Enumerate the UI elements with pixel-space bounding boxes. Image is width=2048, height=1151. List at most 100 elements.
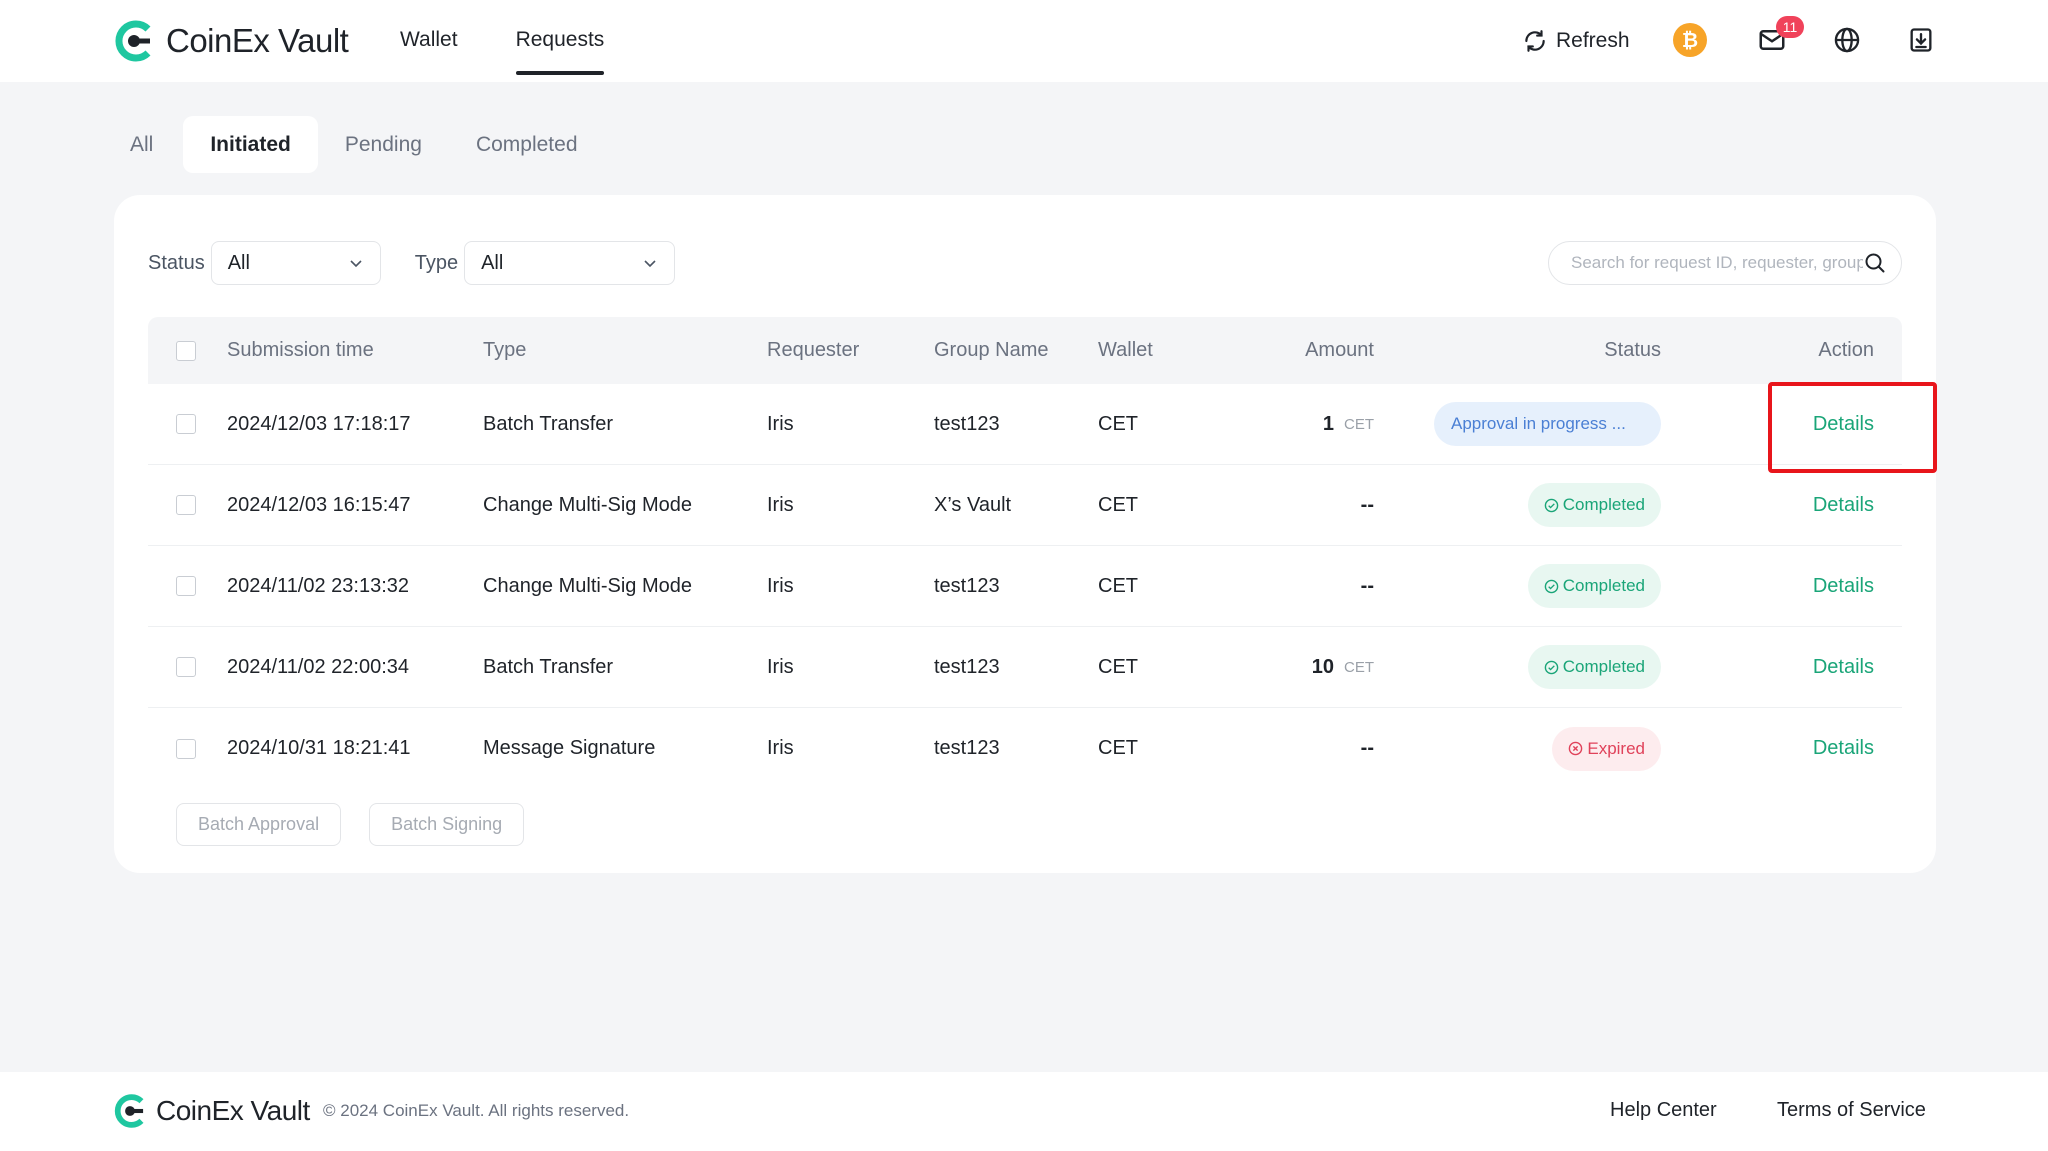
top-header: CoinEx Vault Wallet Requests Refresh ₿ 1… xyxy=(0,0,2048,82)
status: Expired xyxy=(1552,708,1661,789)
submission-time: 2024/12/03 17:18:17 xyxy=(227,412,411,435)
bitcoin-button[interactable]: ₿ xyxy=(1672,22,1708,58)
col-wallet: Wallet xyxy=(1098,339,1153,361)
requester: Iris xyxy=(767,574,794,597)
language-button[interactable] xyxy=(1829,22,1865,58)
group-name: test123 xyxy=(934,574,1000,597)
search-input[interactable] xyxy=(1571,253,1863,273)
svg-text:₿: ₿ xyxy=(1682,28,1698,52)
amount: 10 CET xyxy=(1312,627,1374,707)
requester: Iris xyxy=(767,655,794,678)
col-requester: Requester xyxy=(767,339,860,361)
nav-requests[interactable]: Requests xyxy=(515,0,604,82)
col-action: Action xyxy=(1818,339,1874,361)
tab-initiated[interactable]: Initiated xyxy=(183,116,318,173)
status: Completed xyxy=(1527,627,1661,707)
check-circle-icon xyxy=(1544,498,1559,512)
row-checkbox[interactable] xyxy=(176,414,196,434)
details-link[interactable]: Details xyxy=(1812,655,1874,678)
details-link[interactable]: Details xyxy=(1812,737,1874,759)
amount-value: -- xyxy=(1360,737,1374,759)
group-name: test123 xyxy=(934,737,1000,759)
coinex-logo-icon xyxy=(115,20,151,62)
row-checkbox[interactable] xyxy=(176,495,196,515)
footer: CoinEx Vault © 2024 CoinEx Vault. All ri… xyxy=(0,1072,2048,1151)
col-amount: Amount xyxy=(1305,339,1374,361)
row-checkbox[interactable] xyxy=(176,576,196,596)
status-text: Expired xyxy=(1587,738,1645,758)
mail-icon xyxy=(1759,30,1785,50)
messages-button[interactable]: 11 xyxy=(1754,16,1804,58)
status-filter-label: Status xyxy=(148,251,205,274)
batch-signing-button[interactable]: Batch Signing xyxy=(369,803,525,846)
row-checkbox[interactable] xyxy=(176,657,196,677)
tab-completed[interactable]: Completed xyxy=(475,133,578,156)
type-filter-select[interactable]: All xyxy=(464,241,676,285)
footer-brand-name: CoinEx Vault xyxy=(156,1095,310,1126)
status: Completed xyxy=(1527,465,1661,545)
wallet: CET xyxy=(1098,493,1138,516)
wallet: CET xyxy=(1098,574,1138,597)
submission-time: 2024/11/02 23:13:32 xyxy=(227,574,410,597)
help-center-link[interactable]: Help Center xyxy=(1610,1099,1717,1121)
refresh-icon xyxy=(1525,30,1545,52)
details-link[interactable]: Details xyxy=(1812,493,1874,516)
check-circle-icon xyxy=(1544,660,1559,674)
status-filter-select[interactable]: All xyxy=(210,241,381,285)
amount: -- xyxy=(1361,708,1374,789)
request-type: Batch Transfer xyxy=(483,412,614,435)
nav-wallet[interactable]: Wallet xyxy=(400,28,458,51)
x-circle-icon xyxy=(1569,741,1583,756)
status: Approval in progress ... xyxy=(1434,384,1661,464)
amount-unit: CET xyxy=(1344,415,1374,433)
table-row: 2024/12/03 16:15:47 Change Multi-Sig Mod… xyxy=(148,465,1902,546)
request-type: Message Signature xyxy=(483,737,656,759)
coinex-vault-logo[interactable]: CoinEx Vault xyxy=(112,18,349,64)
batch-approval-button[interactable]: Batch Approval xyxy=(176,803,342,846)
search-icon[interactable] xyxy=(1863,251,1887,275)
status: Completed xyxy=(1527,546,1661,626)
refresh-button[interactable]: Refresh xyxy=(1522,24,1630,58)
main-nav: Wallet Requests xyxy=(400,0,662,82)
group-name: test123 xyxy=(934,655,1000,678)
chevron-down-icon xyxy=(644,260,656,268)
footer-logo[interactable]: CoinEx Vault xyxy=(112,1092,310,1130)
brand-name: CoinEx Vault xyxy=(166,22,349,59)
tab-all[interactable]: All xyxy=(130,133,154,156)
status-text: Completed xyxy=(1562,657,1645,676)
status-badge: Completed xyxy=(1527,564,1661,608)
type-filter-label: Type xyxy=(414,251,459,274)
row-checkbox[interactable] xyxy=(176,738,196,759)
wallet: CET xyxy=(1098,737,1138,759)
download-button[interactable] xyxy=(1903,22,1939,58)
table-row: 2024/11/02 22:00:34 Batch Transfer Iris … xyxy=(148,627,1902,708)
group-name: test123 xyxy=(934,412,1000,435)
table-header: Submission time Type Requester Group Nam… xyxy=(148,317,1902,384)
status-text: Approval in progress ... xyxy=(1451,414,1626,433)
copyright-text: © 2024 CoinEx Vault. All rights reserved… xyxy=(323,1101,630,1120)
wallet: CET xyxy=(1098,655,1138,678)
globe-icon xyxy=(1834,27,1860,53)
amount: 1 CET xyxy=(1323,384,1374,464)
bitcoin-icon: ₿ xyxy=(1673,23,1707,57)
amount: -- xyxy=(1361,465,1374,545)
status-badge: Expired xyxy=(1552,726,1661,771)
filters-bar: Status All Type All xyxy=(148,241,676,285)
chevron-down-icon xyxy=(350,260,362,268)
coinex-logo-icon xyxy=(114,1094,144,1128)
terms-of-service-link[interactable]: Terms of Service xyxy=(1777,1099,1926,1121)
request-tabs: All Initiated Pending Completed xyxy=(112,116,605,173)
submission-time: 2024/12/03 16:15:47 xyxy=(227,493,411,516)
status-badge: Completed xyxy=(1527,645,1661,689)
request-type: Batch Transfer xyxy=(483,655,614,678)
status-filter-value: All xyxy=(227,251,250,274)
details-link[interactable]: Details xyxy=(1812,574,1874,597)
type-filter-value: All xyxy=(481,251,504,274)
status-text: Completed xyxy=(1562,495,1645,514)
select-all-checkbox[interactable] xyxy=(176,340,196,361)
tab-pending[interactable]: Pending xyxy=(344,133,422,156)
check-circle-icon xyxy=(1544,579,1559,593)
amount-value: -- xyxy=(1360,493,1374,516)
requester: Iris xyxy=(767,737,794,759)
details-link[interactable]: Details xyxy=(1812,412,1874,435)
